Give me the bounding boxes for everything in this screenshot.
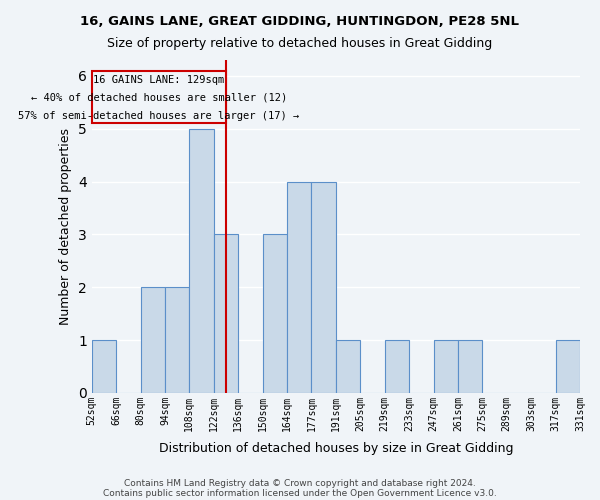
Bar — [140, 287, 165, 393]
Bar — [190, 128, 214, 393]
Bar — [311, 182, 336, 393]
Text: 16 GAINS LANE: 129sqm: 16 GAINS LANE: 129sqm — [93, 75, 224, 85]
Bar — [214, 234, 238, 393]
Bar — [336, 340, 360, 393]
Bar — [92, 340, 116, 393]
Text: Contains public sector information licensed under the Open Government Licence v3: Contains public sector information licen… — [103, 488, 497, 498]
Y-axis label: Number of detached properties: Number of detached properties — [59, 128, 73, 325]
Bar — [434, 340, 458, 393]
Text: Size of property relative to detached houses in Great Gidding: Size of property relative to detached ho… — [107, 38, 493, 51]
Bar — [287, 182, 311, 393]
Bar — [458, 340, 482, 393]
FancyBboxPatch shape — [92, 70, 226, 124]
Text: Contains HM Land Registry data © Crown copyright and database right 2024.: Contains HM Land Registry data © Crown c… — [124, 478, 476, 488]
Text: 16, GAINS LANE, GREAT GIDDING, HUNTINGDON, PE28 5NL: 16, GAINS LANE, GREAT GIDDING, HUNTINGDO… — [80, 15, 520, 28]
Text: ← 40% of detached houses are smaller (12): ← 40% of detached houses are smaller (12… — [31, 93, 287, 103]
Bar — [385, 340, 409, 393]
Bar — [263, 234, 287, 393]
Text: 57% of semi-detached houses are larger (17) →: 57% of semi-detached houses are larger (… — [18, 110, 299, 120]
X-axis label: Distribution of detached houses by size in Great Gidding: Distribution of detached houses by size … — [158, 442, 513, 455]
Bar — [556, 340, 580, 393]
Bar — [165, 287, 190, 393]
